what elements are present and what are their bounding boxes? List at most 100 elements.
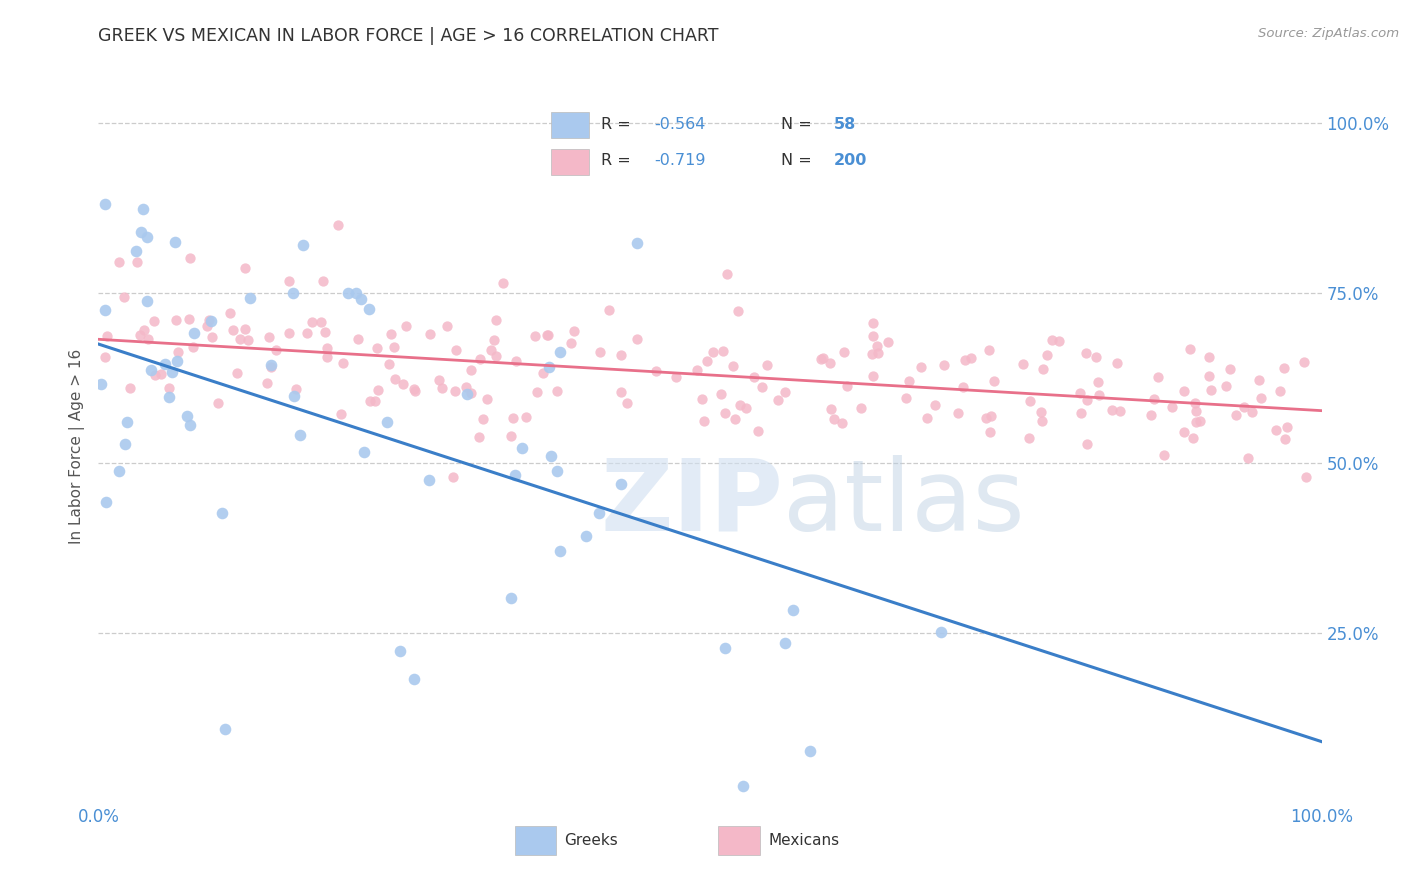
Point — [1274, 432, 1296, 446]
Point — [1275, 420, 1298, 434]
Point — [132, 323, 155, 337]
Point — [546, 384, 568, 399]
Point — [153, 357, 176, 371]
Point — [1040, 333, 1063, 347]
Point — [115, 415, 138, 429]
Point — [312, 275, 335, 289]
Point — [1074, 346, 1097, 360]
Point — [626, 332, 648, 346]
Point — [773, 384, 796, 399]
Point — [730, 398, 752, 412]
Point — [1105, 356, 1128, 370]
Point — [94, 196, 117, 211]
Point — [1147, 369, 1170, 384]
Point — [560, 336, 582, 351]
Point — [357, 302, 380, 317]
Point — [460, 385, 482, 400]
Point — [932, 359, 955, 373]
Point — [686, 363, 709, 377]
Point — [179, 251, 201, 265]
Point — [742, 369, 765, 384]
Point — [159, 381, 181, 395]
Point — [485, 313, 508, 327]
Point — [142, 314, 165, 328]
Point — [260, 360, 283, 375]
Point — [125, 255, 148, 269]
Point — [976, 411, 998, 425]
Point — [256, 376, 278, 390]
Point — [862, 328, 884, 343]
Point — [94, 302, 117, 317]
Point — [782, 603, 804, 617]
Point — [219, 306, 242, 320]
Point — [721, 359, 744, 373]
Point — [1184, 404, 1206, 418]
Point — [897, 374, 920, 388]
Point — [382, 341, 405, 355]
Point — [610, 476, 633, 491]
Point — [1032, 361, 1054, 376]
Point — [264, 343, 287, 358]
Point — [501, 591, 523, 606]
Point — [176, 409, 198, 423]
Point — [278, 274, 301, 288]
Point — [427, 373, 450, 387]
Point — [1198, 350, 1220, 364]
Point — [456, 379, 478, 393]
Point — [108, 464, 131, 478]
Point — [714, 641, 737, 656]
Point — [281, 286, 304, 301]
Point — [645, 364, 668, 378]
Point — [1076, 392, 1098, 407]
Point — [876, 334, 898, 349]
Point — [456, 386, 478, 401]
Point — [538, 359, 561, 374]
Point — [214, 723, 236, 737]
Point — [1018, 432, 1040, 446]
Point — [314, 325, 336, 339]
Point — [894, 392, 917, 406]
Point — [344, 286, 367, 301]
Point — [332, 356, 354, 370]
Point — [831, 416, 853, 430]
Text: Source: ZipAtlas.com: Source: ZipAtlas.com — [1258, 27, 1399, 40]
Point — [1047, 334, 1070, 348]
Point — [979, 425, 1001, 439]
Point — [849, 401, 872, 416]
Point — [129, 328, 152, 343]
Point — [1088, 388, 1111, 402]
Point — [910, 359, 932, 374]
Point — [200, 313, 222, 327]
Point — [1181, 431, 1204, 445]
Point — [468, 352, 491, 367]
Point — [811, 351, 834, 366]
Point — [1035, 348, 1057, 362]
Point — [523, 329, 546, 343]
Point — [257, 329, 280, 343]
Point — [1249, 373, 1271, 387]
Point — [1240, 405, 1263, 419]
Point — [94, 351, 117, 365]
Point — [389, 644, 412, 658]
Point — [960, 351, 983, 365]
Point — [330, 407, 353, 421]
Point — [1185, 415, 1208, 429]
Point — [183, 326, 205, 340]
Point — [1188, 414, 1211, 428]
Point — [665, 370, 688, 384]
Point — [953, 353, 976, 368]
Point — [692, 392, 714, 406]
Point — [114, 437, 136, 451]
Point — [1173, 425, 1195, 440]
Point — [948, 406, 970, 420]
Point — [1031, 414, 1053, 428]
Point — [233, 322, 256, 336]
Point — [404, 384, 426, 398]
Point — [505, 353, 527, 368]
Text: atlas: atlas — [783, 455, 1025, 551]
Point — [211, 506, 233, 520]
Point — [384, 372, 406, 386]
Point — [107, 255, 129, 269]
Point — [1076, 436, 1098, 450]
Point — [696, 354, 718, 368]
